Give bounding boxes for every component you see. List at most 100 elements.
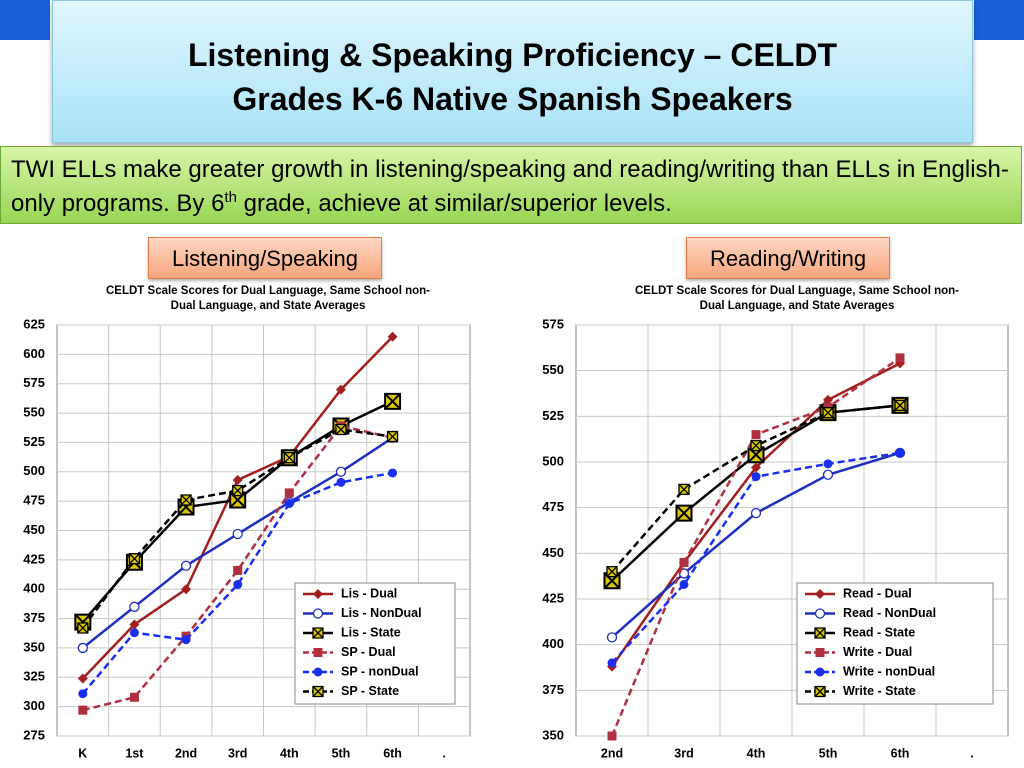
- legend-marker: [814, 685, 826, 698]
- data-point: [388, 468, 398, 478]
- legend-marker: [313, 667, 323, 677]
- x-tick-label: 3rd: [674, 746, 693, 760]
- legend-label: SP - nonDual: [341, 664, 419, 678]
- data-point: [180, 560, 192, 571]
- data-point: [284, 498, 294, 508]
- data-point: [129, 619, 140, 630]
- x-tick-label: 2nd: [175, 746, 197, 760]
- data-point: [129, 601, 140, 612]
- y-tick-label: 525: [542, 408, 564, 423]
- corner-bar: [0, 0, 50, 40]
- slide-title: Listening & Speaking Proficiency – CELDT…: [52, 0, 973, 143]
- legend: [796, 582, 994, 705]
- x-tick-label: 1st: [125, 746, 144, 760]
- data-point: [387, 331, 398, 342]
- x-tick-label: 6th: [891, 746, 910, 760]
- data-point: [335, 384, 346, 395]
- y-tick-label: 575: [23, 375, 45, 390]
- data-point: [283, 452, 295, 464]
- x-tick-label: .: [970, 746, 973, 760]
- y-tick-label: 550: [542, 362, 564, 377]
- data-point: [180, 494, 192, 506]
- legend-marker: [815, 589, 825, 599]
- tab-label: Reading/Writing: [686, 237, 890, 279]
- legend-marker: [815, 667, 825, 677]
- legend-marker: [814, 608, 826, 619]
- data-point: [336, 477, 346, 487]
- data-point: [181, 584, 192, 595]
- data-point: [895, 353, 905, 363]
- chart-title: Dual Language, and State Averages: [700, 300, 895, 312]
- y-tick-label: 275: [23, 727, 45, 742]
- title-line: Grades K-6 Native Spanish Speakers: [232, 81, 793, 117]
- y-tick-label: 400: [542, 636, 564, 651]
- data-point: [232, 484, 244, 497]
- y-tick-label: 450: [23, 522, 45, 537]
- y-tick-label: 475: [23, 493, 45, 508]
- x-tick-label: 2nd: [601, 746, 623, 760]
- y-tick-label: 500: [542, 453, 564, 468]
- data-point: [606, 565, 618, 578]
- data-point: [895, 448, 905, 458]
- x-tick-label: 4th: [280, 746, 299, 760]
- data-point: [607, 658, 617, 668]
- data-point: [822, 469, 834, 480]
- y-tick-label: 325: [23, 669, 45, 684]
- y-tick-label: 300: [23, 698, 45, 713]
- data-point: [233, 565, 243, 575]
- data-point: [77, 673, 88, 684]
- x-tick-label: 6th: [383, 746, 402, 760]
- data-point: [78, 705, 88, 715]
- legend-marker: [814, 627, 826, 639]
- corner-bar: [974, 0, 1024, 40]
- x-tick-label: 5th: [819, 746, 838, 760]
- data-point: [751, 462, 761, 473]
- y-tick-label: 350: [542, 727, 564, 742]
- y-tick-label: 375: [542, 682, 564, 697]
- y-tick-label: 425: [542, 590, 564, 605]
- legend-label: SP - State: [341, 684, 399, 698]
- chart-title: CELDT Scale Scores for Dual Language, Sa…: [635, 285, 959, 297]
- data-point: [750, 507, 762, 519]
- body-part: TWI ELLs make greater growth in listenin…: [11, 156, 1009, 217]
- data-point: [678, 483, 690, 496]
- data-point: [675, 504, 693, 522]
- y-tick-label: 625: [23, 316, 45, 331]
- data-point: [335, 466, 347, 477]
- data-point: [823, 394, 833, 405]
- body-part: grade, achieve at similar/superior level…: [236, 190, 672, 217]
- y-tick-label: 550: [23, 405, 45, 420]
- legend-marker: [312, 627, 324, 639]
- data-point: [181, 635, 191, 645]
- legend-marker: [815, 648, 825, 657]
- data-point: [894, 399, 906, 412]
- data-point: [384, 392, 402, 410]
- data-point: [607, 731, 617, 741]
- legend-label: Read - Dual: [843, 586, 912, 600]
- legend-marker: [313, 589, 323, 599]
- data-point: [822, 407, 834, 419]
- y-tick-label: 575: [542, 316, 564, 331]
- legend-label: Read - NonDual: [843, 606, 936, 620]
- legend-label: Read - State: [843, 625, 915, 639]
- x-tick-label: 4th: [747, 746, 766, 760]
- data-point: [386, 430, 399, 443]
- legend-label: Write - nonDual: [843, 664, 935, 678]
- x-tick-label: 3rd: [228, 746, 247, 760]
- y-tick-label: 425: [23, 551, 45, 566]
- y-tick-label: 475: [542, 499, 564, 514]
- y-tick-label: 500: [23, 463, 45, 478]
- data-point: [751, 472, 761, 482]
- y-tick-label: 525: [23, 434, 45, 449]
- legend-label: Write - Dual: [843, 645, 912, 659]
- data-point: [606, 632, 618, 643]
- data-point: [823, 459, 833, 469]
- data-point: [679, 557, 689, 567]
- data-point: [129, 692, 139, 702]
- y-tick-label: 600: [23, 346, 45, 361]
- title-line: Listening & Speaking Proficiency – CELDT: [187, 37, 837, 73]
- legend-label: Lis - NonDual: [341, 606, 422, 620]
- data-point: [77, 622, 89, 634]
- body-sup: th: [224, 189, 237, 206]
